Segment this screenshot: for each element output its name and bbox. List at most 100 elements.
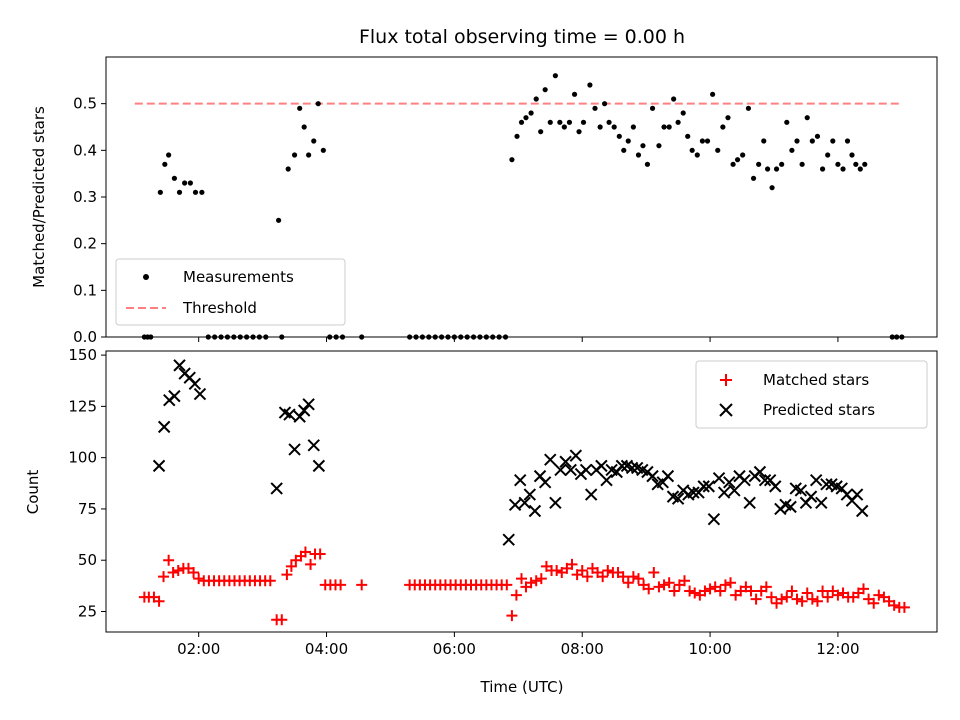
measurement-point: [640, 143, 646, 149]
matched-stars-point: [643, 583, 655, 595]
measurement-point: [320, 147, 326, 153]
measurement-point: [799, 161, 805, 167]
predicted-stars-point: [850, 488, 864, 501]
predicted-stars-point: [549, 496, 562, 509]
predicted-stars-point: [646, 469, 659, 483]
measurement-point: [187, 180, 193, 186]
predicted-stars-point: [312, 459, 326, 473]
matched-stars-point: [679, 575, 691, 587]
matched-stars-point: [873, 589, 885, 601]
measurement-point: [566, 119, 573, 125]
measurement-point: [734, 157, 741, 163]
measurement-point: [592, 105, 598, 111]
predicted-stars-point: [168, 389, 181, 403]
matched-stars-point: [868, 597, 880, 609]
measurements-series: [141, 73, 905, 340]
measurement-point: [625, 138, 631, 144]
predicted-stars-point: [697, 480, 710, 493]
matched-stars-point: [898, 601, 910, 613]
matched-stars-point: [158, 571, 170, 583]
top-legend-box: [115, 258, 346, 326]
top-axes: 0.0 0.1 0.2 0.3 0.4 0.5: [73, 95, 839, 346]
predicted-stars-point: [712, 471, 726, 485]
measurement-point: [509, 157, 515, 163]
measurement-point: [301, 124, 307, 130]
matched-stars-point: [285, 560, 297, 572]
measurement-point: [699, 138, 706, 144]
bottom-y-tick-label: 125: [68, 397, 97, 415]
bottom-y-tick-label: 75: [78, 500, 97, 518]
predicted-stars-point: [687, 486, 700, 499]
matched-stars-point: [653, 581, 665, 593]
predicted-stars-point: [514, 474, 527, 487]
predicted-stars-point: [794, 484, 808, 497]
predicted-stars-point: [600, 474, 613, 487]
measurement-point: [176, 189, 183, 195]
measurement-point: [552, 73, 558, 79]
measurement-point: [649, 105, 656, 111]
measurement-point: [761, 138, 767, 144]
matched-stars-point: [356, 579, 368, 591]
x-tick-label: 08:00: [561, 640, 604, 658]
measurement-point: [809, 138, 815, 144]
matched-stars-point: [516, 573, 527, 585]
predicted-stars-point: [820, 478, 833, 491]
predicted-stars-point: [815, 496, 828, 509]
measurement-point: [830, 138, 836, 144]
matched-stars-point: [801, 587, 813, 599]
measurement-point: [656, 143, 662, 149]
measurement-point: [166, 152, 172, 158]
top-y-tick-label: 0.2: [73, 235, 97, 253]
matched-stars-point: [658, 579, 670, 591]
bottom-legend-box: [695, 360, 928, 429]
measurement-point: [157, 189, 163, 195]
predicted-stars-point: [502, 533, 515, 546]
predicted-stars-point: [769, 480, 782, 493]
matched-stars-point: [796, 595, 808, 607]
top-y-tick-label: 0.5: [73, 95, 97, 113]
bottom-y-tick-label: 100: [68, 449, 97, 467]
measurement-point: [602, 101, 608, 107]
matched-stars-point: [510, 589, 522, 601]
measurement-point: [814, 133, 821, 139]
x-axis-label: Time (UTC): [480, 678, 564, 696]
measurement-point: [725, 115, 731, 121]
matched-stars-point: [335, 579, 347, 591]
matched-stars-point: [172, 564, 184, 576]
matched-stars-point: [750, 593, 762, 605]
measurement-point: [789, 147, 795, 153]
bottom-marks: [138, 359, 910, 626]
predicted-stars-point: [297, 404, 311, 417]
predicted-stars-point: [671, 492, 685, 505]
predicted-stars-point: [615, 459, 629, 473]
measurement-point: [853, 161, 859, 167]
bottom-plot-frame: [105, 350, 938, 633]
top-y-axis-label: Matched/Predicted stars: [30, 106, 48, 288]
predicted-stars-point: [559, 455, 572, 468]
predicted-stars-point: [152, 459, 166, 473]
matched-stars-point: [622, 577, 634, 589]
matched-stars-point: [857, 583, 869, 595]
measurement-point: [769, 185, 775, 191]
predicted-stars-point: [758, 474, 772, 487]
measurement-point: [561, 124, 567, 130]
matched-stars-point: [535, 573, 547, 585]
measurement-point: [523, 115, 529, 121]
predicted-stars-point: [157, 420, 171, 434]
measurement-point: [171, 175, 177, 181]
predicted-stars-point: [188, 377, 202, 391]
predicted-stars-point: [661, 469, 675, 483]
measurement-point: [840, 166, 846, 172]
legend-predicted-label: Predicted stars: [763, 401, 875, 419]
top-legend: Measurements Threshold: [115, 258, 346, 326]
predicted-stars-point: [753, 465, 767, 479]
matched-stars-point: [817, 585, 829, 597]
measurement-point: [849, 152, 855, 158]
predicted-stars-point: [702, 480, 716, 493]
predicted-stars-point: [743, 496, 756, 509]
matched-stars-point: [714, 585, 726, 597]
measurement-point: [597, 124, 603, 130]
predicted-stars-point: [723, 476, 736, 489]
matched-stars-point: [811, 595, 823, 607]
measurement-point: [730, 161, 736, 167]
